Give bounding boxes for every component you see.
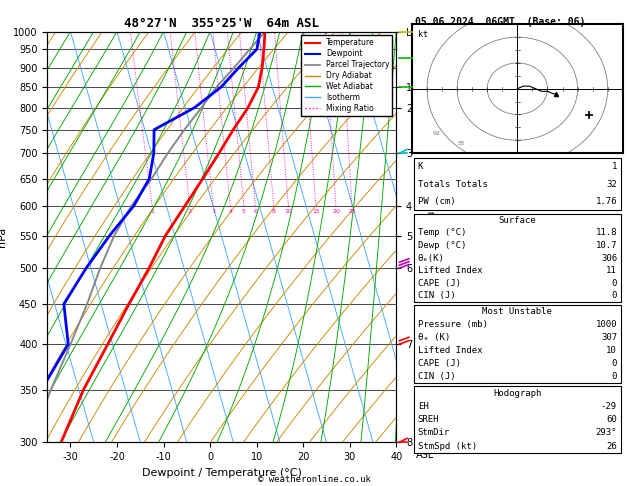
Y-axis label: hPa: hPa <box>0 227 8 247</box>
Text: 15: 15 <box>312 209 320 214</box>
Text: Hodograph: Hodograph <box>493 388 542 398</box>
Text: 1.76: 1.76 <box>596 197 617 206</box>
Text: 293°: 293° <box>596 429 617 437</box>
Text: 1: 1 <box>150 209 154 214</box>
Legend: Temperature, Dewpoint, Parcel Trajectory, Dry Adiabat, Wet Adiabat, Isotherm, Mi: Temperature, Dewpoint, Parcel Trajectory… <box>301 35 392 116</box>
Text: 0: 0 <box>611 292 617 300</box>
Text: SREH: SREH <box>418 415 439 424</box>
Text: Lifted Index: Lifted Index <box>418 346 482 355</box>
Text: 25: 25 <box>348 209 356 214</box>
Text: PW (cm): PW (cm) <box>418 197 455 206</box>
Text: 3: 3 <box>211 209 215 214</box>
Text: CAPE (J): CAPE (J) <box>418 359 460 368</box>
Text: 1000: 1000 <box>596 320 617 329</box>
Text: Surface: Surface <box>499 216 536 225</box>
Text: 11.8: 11.8 <box>596 228 617 237</box>
Text: 6: 6 <box>253 209 257 214</box>
Text: 11: 11 <box>606 266 617 275</box>
Text: Totals Totals: Totals Totals <box>418 180 487 189</box>
Text: 0: 0 <box>611 279 617 288</box>
Y-axis label: Mixing Ratio (g/kg): Mixing Ratio (g/kg) <box>425 191 435 283</box>
Text: 10.7: 10.7 <box>596 241 617 250</box>
Text: 2: 2 <box>188 209 192 214</box>
Text: 1: 1 <box>611 162 617 171</box>
Text: 306: 306 <box>601 254 617 262</box>
Text: 32: 32 <box>606 180 617 189</box>
Text: θₑ (K): θₑ (K) <box>418 333 450 342</box>
Text: 0: 0 <box>611 359 617 368</box>
Text: StmDir: StmDir <box>418 429 450 437</box>
Text: 92: 92 <box>433 131 441 136</box>
Text: 85: 85 <box>457 141 465 146</box>
Text: Dewp (°C): Dewp (°C) <box>418 241 466 250</box>
Text: CIN (J): CIN (J) <box>418 372 455 381</box>
Text: Lifted Index: Lifted Index <box>418 266 482 275</box>
Text: Most Unstable: Most Unstable <box>482 307 552 316</box>
Text: 60: 60 <box>606 415 617 424</box>
Text: CIN (J): CIN (J) <box>418 292 455 300</box>
Text: -29: -29 <box>601 402 617 411</box>
Text: 05.06.2024  06GMT  (Base: 06): 05.06.2024 06GMT (Base: 06) <box>415 17 586 27</box>
Text: 20: 20 <box>332 209 340 214</box>
Text: © weatheronline.co.uk: © weatheronline.co.uk <box>258 474 371 484</box>
Text: 26: 26 <box>606 442 617 451</box>
Text: km
ASL: km ASL <box>416 438 434 460</box>
Text: 8: 8 <box>272 209 276 214</box>
Text: K: K <box>418 162 423 171</box>
Text: StmSpd (kt): StmSpd (kt) <box>418 442 477 451</box>
Text: Temp (°C): Temp (°C) <box>418 228 466 237</box>
Title: 48°27'N  355°25'W  64m ASL: 48°27'N 355°25'W 64m ASL <box>124 17 320 31</box>
Text: kt: kt <box>418 30 428 39</box>
Text: 10: 10 <box>284 209 292 214</box>
Text: 307: 307 <box>601 333 617 342</box>
Text: 5: 5 <box>242 209 246 214</box>
X-axis label: Dewpoint / Temperature (°C): Dewpoint / Temperature (°C) <box>142 468 302 478</box>
Text: EH: EH <box>418 402 428 411</box>
Text: 0: 0 <box>611 372 617 381</box>
Text: 10: 10 <box>606 346 617 355</box>
Text: Pressure (mb): Pressure (mb) <box>418 320 487 329</box>
Text: θₑ(K): θₑ(K) <box>418 254 445 262</box>
Text: 4: 4 <box>228 209 232 214</box>
Text: CAPE (J): CAPE (J) <box>418 279 460 288</box>
